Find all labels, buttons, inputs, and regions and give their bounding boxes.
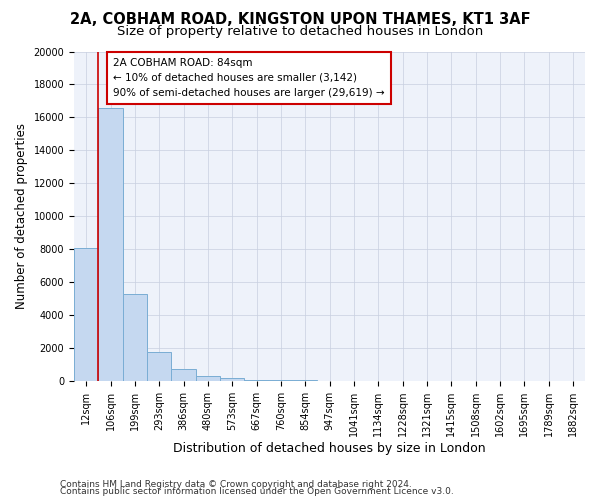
Bar (122, 294, 147, 381)
Text: 2A COBHAM ROAD: 84sqm
← 10% of detached houses are smaller (3,142)
90% of semi-d: 2A COBHAM ROAD: 84sqm ← 10% of detached … (113, 58, 385, 98)
Bar (269, 380, 293, 381)
Bar (244, 380, 269, 381)
Bar (293, 380, 317, 381)
Bar (196, 376, 220, 381)
Bar (172, 369, 196, 381)
Bar (220, 378, 244, 381)
Text: Contains public sector information licensed under the Open Government Licence v3: Contains public sector information licen… (60, 487, 454, 496)
Bar (98, 108, 122, 381)
Y-axis label: Number of detached properties: Number of detached properties (15, 124, 28, 310)
X-axis label: Distribution of detached houses by size in London: Distribution of detached houses by size … (173, 442, 486, 455)
Text: 2A, COBHAM ROAD, KINGSTON UPON THAMES, KT1 3AF: 2A, COBHAM ROAD, KINGSTON UPON THAMES, K… (70, 12, 530, 28)
Text: Size of property relative to detached houses in London: Size of property relative to detached ho… (117, 25, 483, 38)
Bar (74, 248, 98, 381)
Bar (147, 352, 172, 381)
Text: Contains HM Land Registry data © Crown copyright and database right 2024.: Contains HM Land Registry data © Crown c… (60, 480, 412, 489)
